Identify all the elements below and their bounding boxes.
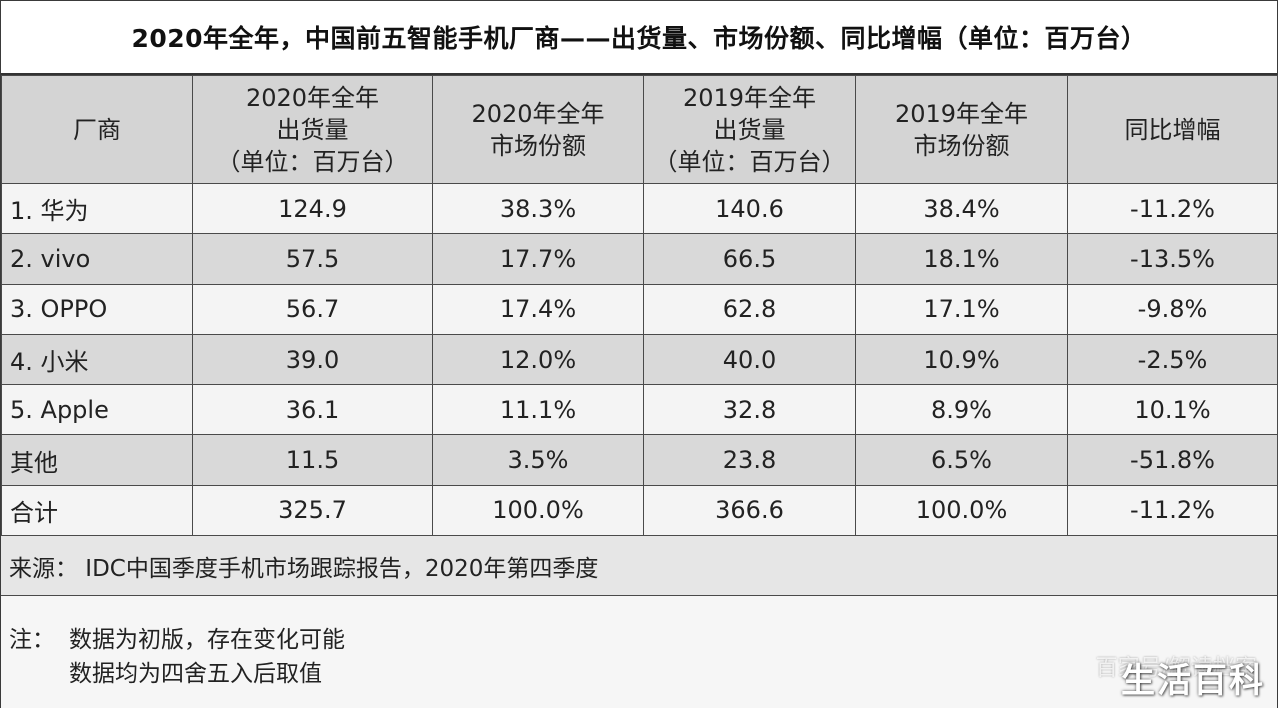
cell-ship-2020: 56.7 <box>192 283 433 335</box>
header-ship-2020-line3: （单位：百万台） <box>216 147 409 176</box>
header-ship-2020-line1: 2020年全年 <box>245 83 380 112</box>
cell-share-2020: 100.0% <box>432 484 644 537</box>
source-note: 来源： IDC中国季度手机市场跟踪报告，2020年第四季度 <box>1 536 1277 596</box>
header-ship-2019: 2019年全年 出货量 （单位：百万台） <box>643 75 856 184</box>
cell-share-2019: 18.1% <box>855 233 1068 285</box>
cell-share-2020: 38.3% <box>432 182 644 235</box>
cell-share-2020: 3.5% <box>432 434 644 486</box>
cell-ship-2020: 124.9 <box>192 182 433 235</box>
header-share-2019: 2019年全年 市场份额 <box>855 75 1068 184</box>
cell-share-2019: 38.4% <box>855 182 1068 235</box>
cell-share-2020: 17.4% <box>432 283 644 335</box>
cell-yoy: -2.5% <box>1067 333 1278 386</box>
table-row: 4. 小米 39.0 12.0% 40.0 10.9% -2.5% <box>1 333 1278 386</box>
header-ship-2019-line3: （单位：百万台） <box>653 147 846 176</box>
header-vendor: 厂商 <box>1 75 193 184</box>
header-share-2019-line2: 市场份额 <box>913 131 1010 160</box>
watermark-account: 百家号/解读档案 <box>1095 656 1257 681</box>
cell-ship-2019: 62.8 <box>643 283 856 335</box>
cell-yoy: 10.1% <box>1067 384 1278 436</box>
cell-ship-2019: 32.8 <box>643 384 856 436</box>
cell-vendor: 3. OPPO <box>1 283 193 335</box>
cell-vendor: 2. vivo <box>1 233 193 285</box>
table-row: 3. OPPO 56.7 17.4% 62.8 17.1% -9.8% <box>1 283 1278 335</box>
header-ship-2020: 2020年全年 出货量 （单位：百万台） <box>192 75 433 184</box>
header-ship-2019-line1: 2019年全年 <box>682 83 817 112</box>
header-share-2020-line2: 市场份额 <box>490 131 586 160</box>
cell-ship-2019: 40.0 <box>643 333 856 386</box>
table-header-row: 厂商 2020年全年 出货量 （单位：百万台） 2020年全年 市场份额 201… <box>1 75 1278 184</box>
cell-vendor: 合计 <box>1 484 193 537</box>
header-share-2020: 2020年全年 市场份额 <box>432 75 644 184</box>
cell-yoy: -51.8% <box>1067 434 1278 486</box>
cell-ship-2020: 11.5 <box>192 434 433 486</box>
cell-share-2019: 10.9% <box>855 333 1068 386</box>
cell-share-2019: 17.1% <box>855 283 1068 335</box>
table-row: 2. vivo 57.5 17.7% 66.5 18.1% -13.5% <box>1 233 1278 285</box>
cell-vendor: 5. Apple <box>1 384 193 436</box>
note-line: 数据为初版，存在变化可能 <box>69 627 345 653</box>
cell-vendor: 1. 华为 <box>1 182 193 235</box>
table-row: 1. 华为 124.9 38.3% 140.6 38.4% -11.2% <box>1 182 1278 235</box>
cell-vendor: 4. 小米 <box>1 333 193 386</box>
header-ship-2020-line2: 出货量 <box>276 115 349 144</box>
cell-ship-2019: 23.8 <box>643 434 856 486</box>
notes-section: 注： 数据为初版，存在变化可能 数据均为四舍五入后取值 百家号/解读档案 生活百… <box>1 596 1277 708</box>
table-row: 5. Apple 36.1 11.1% 32.8 8.9% 10.1% <box>1 384 1278 436</box>
table-row: 其他 11.5 3.5% 23.8 6.5% -51.8% <box>1 434 1278 486</box>
cell-yoy: -9.8% <box>1067 283 1278 335</box>
cell-share-2019: 6.5% <box>855 434 1068 486</box>
cell-ship-2020: 57.5 <box>192 233 433 285</box>
cell-yoy: -13.5% <box>1067 233 1278 285</box>
cell-share-2020: 11.1% <box>432 384 644 436</box>
cell-ship-2019: 366.6 <box>643 484 856 537</box>
header-share-2020-line1: 2020年全年 <box>471 99 605 128</box>
cell-ship-2019: 140.6 <box>643 182 856 235</box>
cell-share-2020: 12.0% <box>432 333 644 386</box>
cell-share-2020: 17.7% <box>432 233 644 285</box>
header-ship-2019-line2: 出货量 <box>713 115 786 144</box>
cell-ship-2020: 39.0 <box>192 333 433 386</box>
header-share-2019-line1: 2019年全年 <box>894 99 1029 128</box>
note-line: 数据均为四舍五入后取值 <box>69 661 322 687</box>
cell-vendor: 其他 <box>1 434 193 486</box>
cell-ship-2019: 66.5 <box>643 233 856 285</box>
table-row-total: 合计 325.7 100.0% 366.6 100.0% -11.2% <box>1 484 1278 537</box>
watermark-logo: 生活百科 <box>1121 661 1265 701</box>
cell-yoy: -11.2% <box>1067 484 1278 537</box>
cell-share-2019: 100.0% <box>855 484 1068 537</box>
header-yoy: 同比增幅 <box>1067 75 1278 184</box>
page-title: 2020年全年，中国前五智能手机厂商——出货量、市场份额、同比增幅（单位：百万台… <box>1 1 1277 75</box>
cell-yoy: -11.2% <box>1067 182 1278 235</box>
cell-share-2019: 8.9% <box>855 384 1068 436</box>
data-table: 厂商 2020年全年 出货量 （单位：百万台） 2020年全年 市场份额 201… <box>1 75 1278 537</box>
cell-ship-2020: 325.7 <box>192 484 433 537</box>
cell-ship-2020: 36.1 <box>192 384 433 436</box>
notes-label: 注： <box>9 627 55 653</box>
